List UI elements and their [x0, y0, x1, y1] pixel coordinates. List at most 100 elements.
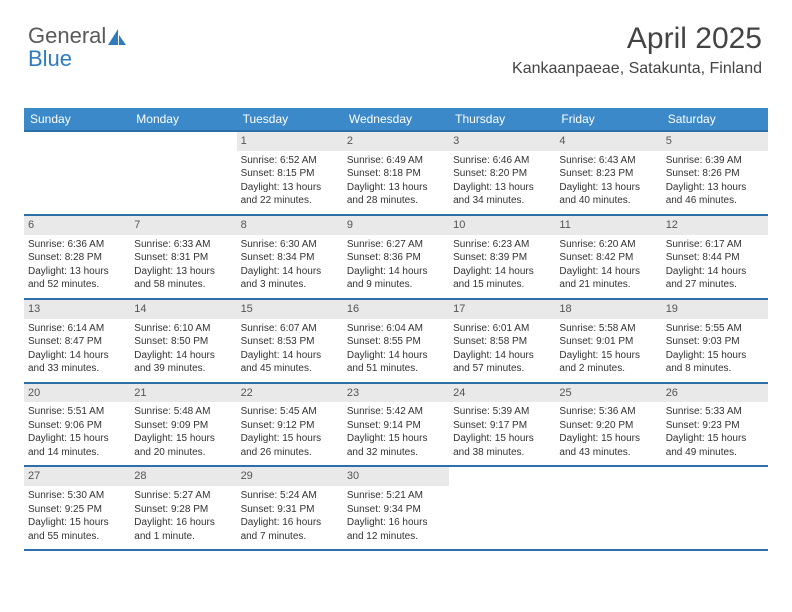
- sunset-line: Sunset: 8:20 PM: [453, 167, 551, 181]
- calendar-cell: 29Sunrise: 5:24 AMSunset: 9:31 PMDayligh…: [237, 467, 343, 549]
- calendar-cell: 16Sunrise: 6:04 AMSunset: 8:55 PMDayligh…: [343, 300, 449, 382]
- location: Kankaanpaeae, Satakunta, Finland: [512, 60, 762, 78]
- daylight-line: Daylight: 16 hours and 1 minute.: [134, 516, 232, 543]
- day-body: Sunrise: 5:21 AMSunset: 9:34 PMDaylight:…: [343, 486, 449, 549]
- day-number: 1: [237, 132, 343, 151]
- day-body: Sunrise: 6:14 AMSunset: 8:47 PMDaylight:…: [24, 319, 130, 382]
- calendar-week: 1Sunrise: 6:52 AMSunset: 8:15 PMDaylight…: [24, 130, 768, 216]
- sunset-line: Sunset: 9:20 PM: [559, 419, 657, 433]
- daylight-line: Daylight: 15 hours and 2 minutes.: [559, 349, 657, 376]
- day-body: [449, 471, 555, 529]
- day-number: 17: [449, 300, 555, 319]
- calendar-cell: 13Sunrise: 6:14 AMSunset: 8:47 PMDayligh…: [24, 300, 130, 382]
- calendar-cell: 17Sunrise: 6:01 AMSunset: 8:58 PMDayligh…: [449, 300, 555, 382]
- title-block: April 2025 Kankaanpaeae, Satakunta, Finl…: [512, 22, 762, 78]
- sunrise-line: Sunrise: 5:48 AM: [134, 405, 232, 419]
- daylight-line: Daylight: 14 hours and 3 minutes.: [241, 265, 339, 292]
- day-body: Sunrise: 5:58 AMSunset: 9:01 PMDaylight:…: [555, 319, 661, 382]
- sunset-line: Sunset: 9:34 PM: [347, 503, 445, 517]
- day-body: Sunrise: 5:24 AMSunset: 9:31 PMDaylight:…: [237, 486, 343, 549]
- daylight-line: Daylight: 15 hours and 8 minutes.: [666, 349, 764, 376]
- sunset-line: Sunset: 9:31 PM: [241, 503, 339, 517]
- day-body: Sunrise: 5:55 AMSunset: 9:03 PMDaylight:…: [662, 319, 768, 382]
- dow-header: Saturday: [662, 108, 768, 130]
- calendar-cell: 1Sunrise: 6:52 AMSunset: 8:15 PMDaylight…: [237, 132, 343, 214]
- daylight-line: Daylight: 16 hours and 7 minutes.: [241, 516, 339, 543]
- sunset-line: Sunset: 8:44 PM: [666, 251, 764, 265]
- day-body: [24, 136, 130, 194]
- day-body: Sunrise: 5:30 AMSunset: 9:25 PMDaylight:…: [24, 486, 130, 549]
- dow-header: Tuesday: [237, 108, 343, 130]
- sunrise-line: Sunrise: 5:36 AM: [559, 405, 657, 419]
- day-body: Sunrise: 6:49 AMSunset: 8:18 PMDaylight:…: [343, 151, 449, 214]
- calendar-cell: 26Sunrise: 5:33 AMSunset: 9:23 PMDayligh…: [662, 384, 768, 466]
- dow-header: Sunday: [24, 108, 130, 130]
- sunrise-line: Sunrise: 6:20 AM: [559, 238, 657, 252]
- sunset-line: Sunset: 8:42 PM: [559, 251, 657, 265]
- day-number: 7: [130, 216, 236, 235]
- day-number: 4: [555, 132, 661, 151]
- day-number: 21: [130, 384, 236, 403]
- day-body: Sunrise: 6:10 AMSunset: 8:50 PMDaylight:…: [130, 319, 236, 382]
- day-body: Sunrise: 6:36 AMSunset: 8:28 PMDaylight:…: [24, 235, 130, 298]
- daylight-line: Daylight: 13 hours and 46 minutes.: [666, 181, 764, 208]
- calendar-cell: 21Sunrise: 5:48 AMSunset: 9:09 PMDayligh…: [130, 384, 236, 466]
- daylight-line: Daylight: 13 hours and 34 minutes.: [453, 181, 551, 208]
- daylight-line: Daylight: 15 hours and 20 minutes.: [134, 432, 232, 459]
- day-body: Sunrise: 6:39 AMSunset: 8:26 PMDaylight:…: [662, 151, 768, 214]
- sunset-line: Sunset: 8:28 PM: [28, 251, 126, 265]
- day-body: Sunrise: 5:27 AMSunset: 9:28 PMDaylight:…: [130, 486, 236, 549]
- sunrise-line: Sunrise: 6:30 AM: [241, 238, 339, 252]
- day-number: 15: [237, 300, 343, 319]
- sunset-line: Sunset: 9:06 PM: [28, 419, 126, 433]
- sunset-line: Sunset: 8:39 PM: [453, 251, 551, 265]
- sunrise-line: Sunrise: 6:04 AM: [347, 322, 445, 336]
- day-body: Sunrise: 6:52 AMSunset: 8:15 PMDaylight:…: [237, 151, 343, 214]
- calendar-week: 27Sunrise: 5:30 AMSunset: 9:25 PMDayligh…: [24, 467, 768, 551]
- day-number: 30: [343, 467, 449, 486]
- logo-text-gray: General: [28, 23, 106, 48]
- daylight-line: Daylight: 13 hours and 22 minutes.: [241, 181, 339, 208]
- day-number: 14: [130, 300, 236, 319]
- sunrise-line: Sunrise: 5:21 AM: [347, 489, 445, 503]
- sunset-line: Sunset: 8:55 PM: [347, 335, 445, 349]
- sunset-line: Sunset: 9:14 PM: [347, 419, 445, 433]
- dow-header: Wednesday: [343, 108, 449, 130]
- sunset-line: Sunset: 8:47 PM: [28, 335, 126, 349]
- calendar-cell: 30Sunrise: 5:21 AMSunset: 9:34 PMDayligh…: [343, 467, 449, 549]
- sunrise-line: Sunrise: 5:24 AM: [241, 489, 339, 503]
- daylight-line: Daylight: 15 hours and 26 minutes.: [241, 432, 339, 459]
- calendar-cell: 2Sunrise: 6:49 AMSunset: 8:18 PMDaylight…: [343, 132, 449, 214]
- sunset-line: Sunset: 9:12 PM: [241, 419, 339, 433]
- daylight-line: Daylight: 13 hours and 52 minutes.: [28, 265, 126, 292]
- sunrise-line: Sunrise: 6:27 AM: [347, 238, 445, 252]
- calendar-cell: 11Sunrise: 6:20 AMSunset: 8:42 PMDayligh…: [555, 216, 661, 298]
- sunrise-line: Sunrise: 6:10 AM: [134, 322, 232, 336]
- dow-header: Friday: [555, 108, 661, 130]
- day-number: 10: [449, 216, 555, 235]
- calendar-cell: 8Sunrise: 6:30 AMSunset: 8:34 PMDaylight…: [237, 216, 343, 298]
- sunrise-line: Sunrise: 6:39 AM: [666, 154, 764, 168]
- day-body: Sunrise: 5:39 AMSunset: 9:17 PMDaylight:…: [449, 402, 555, 465]
- calendar-cell: 6Sunrise: 6:36 AMSunset: 8:28 PMDaylight…: [24, 216, 130, 298]
- day-body: Sunrise: 6:30 AMSunset: 8:34 PMDaylight:…: [237, 235, 343, 298]
- day-body: Sunrise: 5:33 AMSunset: 9:23 PMDaylight:…: [662, 402, 768, 465]
- logo: General Blue: [28, 24, 126, 70]
- daylight-line: Daylight: 15 hours and 14 minutes.: [28, 432, 126, 459]
- calendar-cell: 15Sunrise: 6:07 AMSunset: 8:53 PMDayligh…: [237, 300, 343, 382]
- calendar-week: 13Sunrise: 6:14 AMSunset: 8:47 PMDayligh…: [24, 300, 768, 384]
- day-number: 18: [555, 300, 661, 319]
- day-body: Sunrise: 6:46 AMSunset: 8:20 PMDaylight:…: [449, 151, 555, 214]
- day-body: Sunrise: 6:33 AMSunset: 8:31 PMDaylight:…: [130, 235, 236, 298]
- day-number: 19: [662, 300, 768, 319]
- daylight-line: Daylight: 15 hours and 43 minutes.: [559, 432, 657, 459]
- sunrise-line: Sunrise: 5:33 AM: [666, 405, 764, 419]
- dow-header: Monday: [130, 108, 236, 130]
- sunset-line: Sunset: 8:34 PM: [241, 251, 339, 265]
- sunset-line: Sunset: 8:53 PM: [241, 335, 339, 349]
- daylight-line: Daylight: 14 hours and 33 minutes.: [28, 349, 126, 376]
- day-number: 6: [24, 216, 130, 235]
- daylight-line: Daylight: 14 hours and 21 minutes.: [559, 265, 657, 292]
- daylight-line: Daylight: 15 hours and 49 minutes.: [666, 432, 764, 459]
- sunset-line: Sunset: 8:15 PM: [241, 167, 339, 181]
